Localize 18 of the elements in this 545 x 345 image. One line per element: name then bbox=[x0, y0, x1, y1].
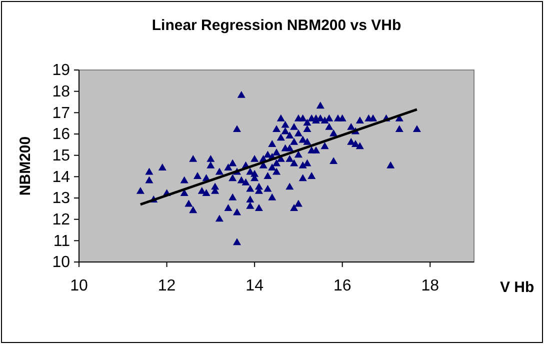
x-tick-label: 12 bbox=[158, 277, 176, 294]
y-tick-label: 18 bbox=[52, 83, 70, 100]
x-tick-label: 10 bbox=[70, 277, 88, 294]
y-tick-label: 19 bbox=[52, 62, 70, 80]
x-tick-label: 18 bbox=[421, 277, 440, 294]
y-tick-label: 14 bbox=[52, 168, 70, 186]
y-tick-label: 11 bbox=[53, 232, 70, 250]
x-axis-title: V Hb bbox=[500, 279, 534, 296]
y-tick-label: 10 bbox=[52, 254, 70, 272]
y-tick-label: 17 bbox=[52, 104, 70, 122]
y-tick-label: 12 bbox=[52, 211, 70, 228]
y-axis-title: NBM200 bbox=[17, 136, 34, 196]
chart-title: Linear Regression NBM200 vs VHb bbox=[152, 17, 402, 34]
x-tick-label: 14 bbox=[246, 277, 264, 294]
x-tick-label: 16 bbox=[333, 277, 352, 294]
y-tick-label: 15 bbox=[52, 147, 70, 164]
y-tick-label: 16 bbox=[52, 126, 70, 144]
y-tick-label: 13 bbox=[52, 190, 70, 208]
